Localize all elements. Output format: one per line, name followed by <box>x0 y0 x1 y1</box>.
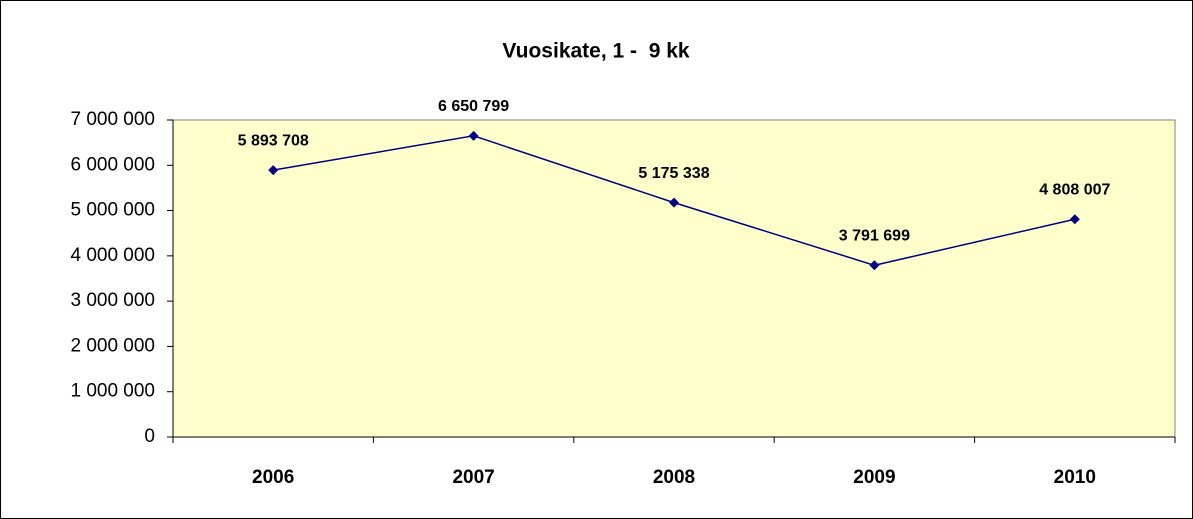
y-tick-label: 1 000 000 <box>70 381 155 402</box>
y-tick-label: 7 000 000 <box>70 109 155 130</box>
y-tick-label: 0 <box>144 426 155 447</box>
point-marker <box>268 165 279 176</box>
x-tick-label: 2007 <box>452 467 494 488</box>
plot-area <box>172 119 1176 438</box>
x-tick-label: 2010 <box>1054 467 1096 488</box>
x-tick-label: 2008 <box>653 467 695 488</box>
y-tick-label: 2 000 000 <box>70 335 155 356</box>
data-label: 4 808 007 <box>1039 181 1110 198</box>
point-marker <box>468 130 479 141</box>
chart-title: Vuosikate, 1 - 9 kk <box>502 40 689 63</box>
x-tick-label: 2006 <box>252 467 294 488</box>
point-marker <box>669 197 679 208</box>
y-tick-label: 3 000 000 <box>70 290 155 311</box>
data-label: 5 893 708 <box>238 132 309 149</box>
data-label: 6 650 799 <box>438 98 509 115</box>
point-marker <box>1069 214 1080 225</box>
data-label: 5 175 338 <box>638 165 709 182</box>
point-marker <box>869 260 880 271</box>
y-tick-label: 5 000 000 <box>70 200 155 221</box>
y-tick-label: 6 000 000 <box>70 154 155 175</box>
y-tick-label: 4 000 000 <box>70 245 155 266</box>
data-label: 3 791 699 <box>839 228 910 245</box>
x-tick-label: 2009 <box>853 467 895 488</box>
